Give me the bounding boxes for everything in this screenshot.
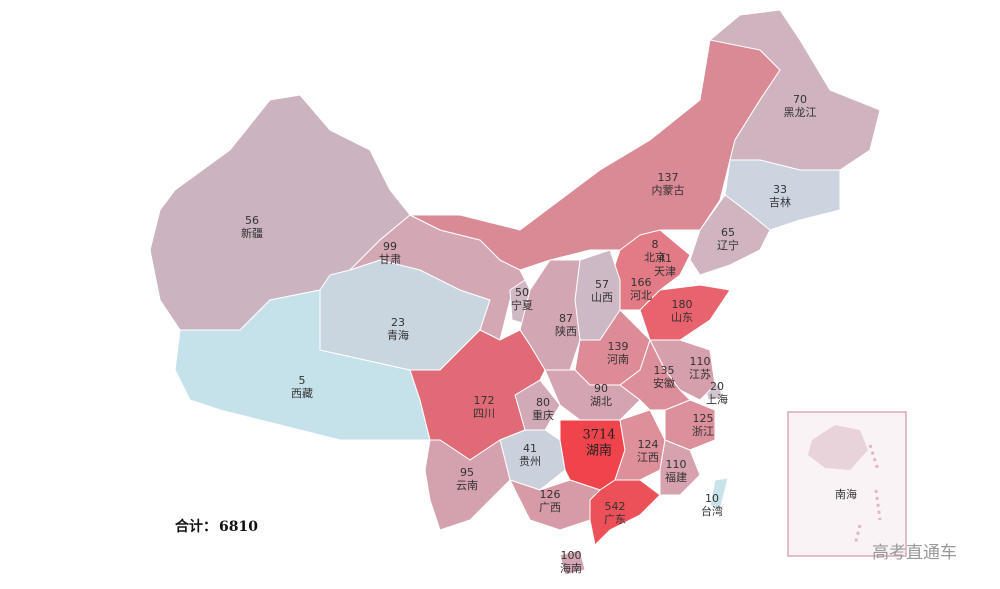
region-value: 110 xyxy=(690,355,711,368)
inset-label: 南海 xyxy=(835,487,857,501)
region-name: 湖南 xyxy=(586,443,612,459)
region-value: 23 xyxy=(391,316,405,329)
region xyxy=(689,194,771,276)
region-name: 湖北 xyxy=(590,395,612,408)
watermark: 高考直通车 xyxy=(872,543,957,563)
region-value: 124 xyxy=(638,438,659,451)
total-label: 合计： xyxy=(175,518,217,535)
region-name: 海南 xyxy=(560,561,582,575)
total-value: 6810 xyxy=(219,519,258,535)
region xyxy=(559,549,586,576)
region-value: 65 xyxy=(721,226,735,239)
region-value: 3714 xyxy=(582,428,615,443)
region-name: 安徽 xyxy=(653,376,675,390)
region-name: 广西 xyxy=(539,501,561,514)
region-value: 135 xyxy=(654,364,675,377)
region-value: 41 xyxy=(658,252,672,265)
region-value: 33 xyxy=(773,183,787,196)
region-value: 50 xyxy=(515,286,529,299)
region-value: 172 xyxy=(474,394,495,407)
region-name: 内蒙古 xyxy=(652,183,685,197)
region-value: 100 xyxy=(561,549,582,562)
region-name: 山东 xyxy=(671,311,693,324)
region-name: 浙江 xyxy=(692,425,714,438)
regions xyxy=(149,9,881,576)
region-name: 福建 xyxy=(665,470,687,484)
region xyxy=(619,339,691,411)
region-name: 西藏 xyxy=(291,387,313,400)
region xyxy=(589,479,661,546)
region-name: 河南 xyxy=(607,353,629,366)
inset-land xyxy=(808,425,868,470)
region-name: 河北 xyxy=(630,289,652,302)
region xyxy=(174,289,431,441)
region-value: 542 xyxy=(605,500,626,513)
region-value: 20 xyxy=(710,380,724,393)
region-value: 5 xyxy=(299,374,306,387)
region-name: 山西 xyxy=(591,291,613,304)
region-value: 110 xyxy=(666,458,687,471)
region xyxy=(614,409,666,481)
region-name: 新疆 xyxy=(241,226,263,240)
region-name: 四川 xyxy=(473,407,495,420)
region-name: 云南 xyxy=(456,479,478,492)
region-value: 125 xyxy=(693,412,714,425)
region-name: 江苏 xyxy=(689,368,711,381)
region-value: 41 xyxy=(523,442,537,455)
region-name: 重庆 xyxy=(532,408,554,422)
region-name: 北京 xyxy=(644,250,666,264)
region-value: 95 xyxy=(460,466,474,479)
region-value: 70 xyxy=(793,93,807,106)
region-name: 江西 xyxy=(637,451,659,464)
region-value: 57 xyxy=(595,278,609,291)
region-name: 吉林 xyxy=(769,195,791,209)
region-name: 贵州 xyxy=(519,455,541,468)
region-value: 99 xyxy=(383,240,397,253)
region-value: 90 xyxy=(594,382,608,395)
region-name: 辽宁 xyxy=(717,238,739,252)
inset-islands xyxy=(853,444,882,546)
region-name: 广东 xyxy=(604,513,626,526)
region-value: 180 xyxy=(672,298,693,311)
region xyxy=(709,477,729,511)
region-name: 陕西 xyxy=(555,324,577,338)
labels: 56新疆5西藏23青海99甘肃137内蒙古70黑龙江33吉林65辽宁8北京41天… xyxy=(241,93,817,575)
region-name: 天津 xyxy=(654,265,676,278)
region-value: 137 xyxy=(658,171,679,184)
region xyxy=(424,439,511,531)
region-name: 宁夏 xyxy=(511,298,533,312)
inset-frame xyxy=(787,411,907,557)
region-value: 8 xyxy=(652,238,659,251)
region-value: 10 xyxy=(705,492,719,505)
region-value: 87 xyxy=(559,312,573,325)
region-name: 上海 xyxy=(706,392,728,406)
region-value: 56 xyxy=(245,214,259,227)
region-name: 台湾 xyxy=(701,504,723,518)
region-value: 139 xyxy=(608,340,629,353)
region-value: 126 xyxy=(540,488,561,501)
region-value: 80 xyxy=(536,396,550,409)
region-value: 166 xyxy=(631,276,652,289)
region-name: 黑龙江 xyxy=(784,106,817,119)
region-name: 甘肃 xyxy=(379,253,401,266)
region-name: 青海 xyxy=(387,328,409,342)
